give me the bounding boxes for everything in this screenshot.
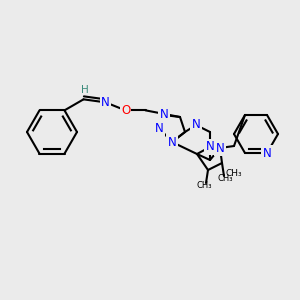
Text: N: N: [168, 136, 176, 148]
Text: CH₃: CH₃: [226, 169, 243, 178]
Text: O: O: [121, 104, 130, 117]
Text: CH₃: CH₃: [196, 181, 212, 190]
Text: N: N: [101, 96, 110, 109]
Text: N: N: [192, 118, 200, 131]
Text: N: N: [154, 122, 164, 134]
Text: H: H: [81, 85, 88, 95]
Text: CH₃: CH₃: [217, 174, 233, 183]
Text: N: N: [206, 140, 214, 154]
Text: N: N: [216, 142, 224, 154]
Text: N: N: [160, 109, 168, 122]
Text: N: N: [262, 147, 272, 160]
